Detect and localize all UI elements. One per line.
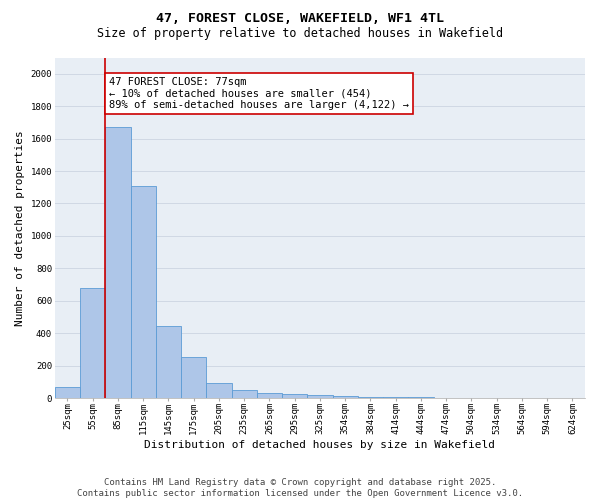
Bar bbox=[232, 390, 257, 398]
X-axis label: Distribution of detached houses by size in Wakefield: Distribution of detached houses by size … bbox=[145, 440, 496, 450]
Text: Contains HM Land Registry data © Crown copyright and database right 2025.
Contai: Contains HM Land Registry data © Crown c… bbox=[77, 478, 523, 498]
Bar bbox=[106, 127, 131, 398]
Y-axis label: Number of detached properties: Number of detached properties bbox=[15, 130, 25, 326]
Bar bbox=[181, 356, 206, 398]
Bar bbox=[80, 288, 106, 398]
Text: Size of property relative to detached houses in Wakefield: Size of property relative to detached ho… bbox=[97, 28, 503, 40]
Bar bbox=[257, 393, 282, 398]
Text: 47, FOREST CLOSE, WAKEFIELD, WF1 4TL: 47, FOREST CLOSE, WAKEFIELD, WF1 4TL bbox=[156, 12, 444, 26]
Bar bbox=[358, 396, 383, 398]
Bar bbox=[55, 386, 80, 398]
Bar bbox=[206, 382, 232, 398]
Bar bbox=[307, 395, 332, 398]
Bar bbox=[156, 326, 181, 398]
Text: 47 FOREST CLOSE: 77sqm
← 10% of detached houses are smaller (454)
89% of semi-de: 47 FOREST CLOSE: 77sqm ← 10% of detached… bbox=[109, 77, 409, 110]
Bar bbox=[332, 396, 358, 398]
Bar bbox=[383, 397, 408, 398]
Bar bbox=[282, 394, 307, 398]
Bar bbox=[131, 186, 156, 398]
